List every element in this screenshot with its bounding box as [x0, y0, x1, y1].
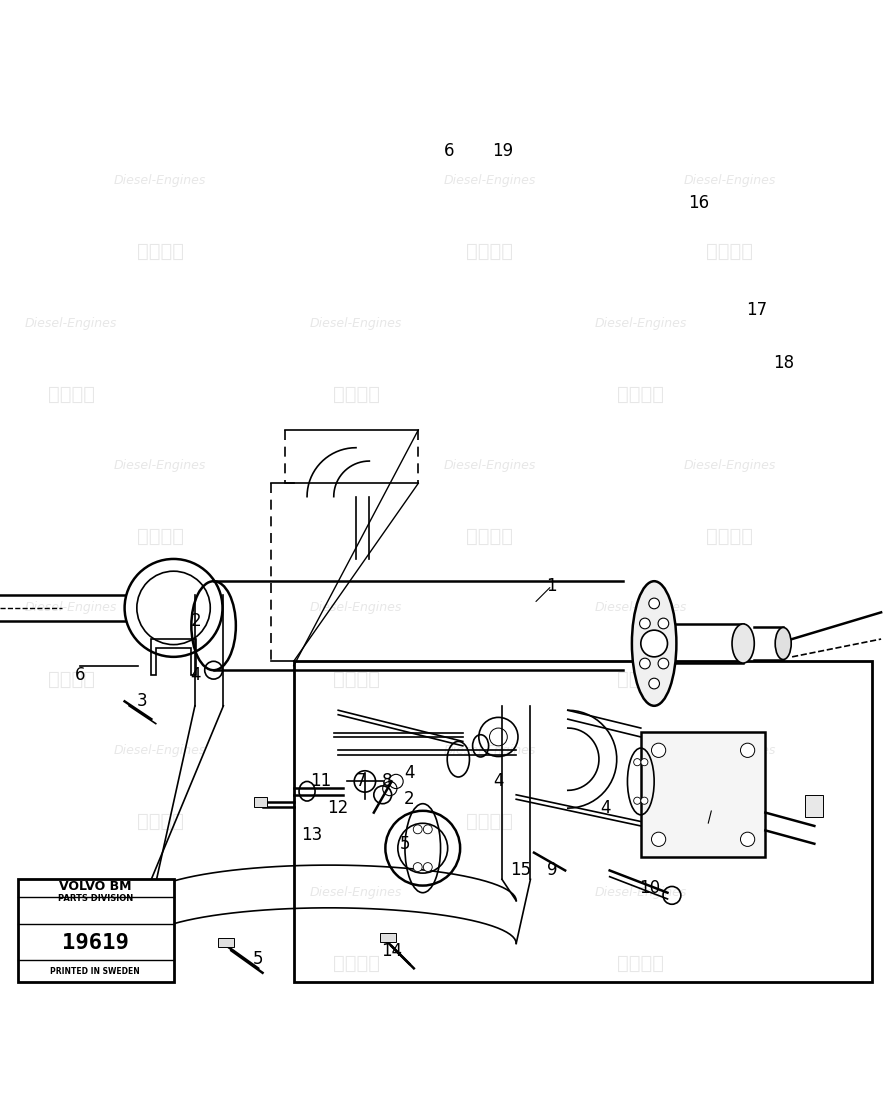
Text: 紫发动力: 紫发动力	[707, 812, 753, 831]
Ellipse shape	[775, 628, 791, 660]
Text: 紫发动力: 紫发动力	[333, 385, 379, 404]
Bar	[254, 796, 267, 807]
Circle shape	[640, 658, 651, 669]
Text: Diesel-Engines: Diesel-Engines	[310, 316, 402, 329]
Text: 紫发动力: 紫发动力	[618, 385, 664, 404]
Text: PRINTED IN SWEDEN: PRINTED IN SWEDEN	[51, 967, 140, 976]
Text: Diesel-Engines: Diesel-Engines	[25, 886, 117, 899]
Text: 5: 5	[400, 835, 410, 853]
Text: 13: 13	[301, 826, 322, 844]
Circle shape	[641, 759, 648, 765]
Circle shape	[740, 743, 755, 757]
Text: Diesel-Engines: Diesel-Engines	[310, 601, 402, 614]
Circle shape	[649, 679, 659, 689]
Text: Diesel-Engines: Diesel-Engines	[443, 744, 536, 756]
Text: Diesel-Engines: Diesel-Engines	[443, 174, 536, 187]
Text: Diesel-Engines: Diesel-Engines	[595, 886, 687, 899]
Circle shape	[640, 618, 651, 629]
Text: 紫发动力: 紫发动力	[707, 243, 753, 262]
Text: 4: 4	[600, 800, 611, 817]
Text: 7: 7	[355, 773, 366, 791]
Text: 8: 8	[382, 773, 392, 791]
Text: VOLVO BM: VOLVO BM	[59, 879, 132, 893]
Text: 紫发动力: 紫发动力	[466, 527, 513, 547]
Text: 紫发动力: 紫发动力	[137, 812, 183, 831]
Circle shape	[651, 743, 666, 757]
Text: Diesel-Engines: Diesel-Engines	[114, 174, 206, 187]
Text: Diesel-Engines: Diesel-Engines	[595, 316, 687, 329]
Text: 紫发动力: 紫发动力	[618, 955, 664, 974]
Text: Diesel-Engines: Diesel-Engines	[25, 316, 117, 329]
Circle shape	[740, 832, 755, 846]
Text: 紫发动力: 紫发动力	[466, 243, 513, 262]
Text: Diesel-Engines: Diesel-Engines	[684, 174, 776, 187]
Text: 16: 16	[688, 194, 709, 212]
Text: 紫发动力: 紫发动力	[707, 527, 753, 547]
Text: 6: 6	[444, 142, 455, 161]
Bar	[218, 938, 234, 947]
Circle shape	[658, 618, 668, 629]
Circle shape	[413, 863, 422, 872]
Circle shape	[649, 598, 659, 609]
Text: Diesel-Engines: Diesel-Engines	[684, 744, 776, 756]
Text: 4: 4	[190, 665, 201, 683]
Text: 紫发动力: 紫发动力	[48, 955, 94, 974]
Bar	[641, 733, 765, 857]
Text: 19619: 19619	[61, 934, 129, 954]
Text: Diesel-Engines: Diesel-Engines	[684, 459, 776, 472]
Text: Diesel-Engines: Diesel-Engines	[114, 459, 206, 472]
Text: 1: 1	[546, 577, 557, 594]
Text: 紫发动力: 紫发动力	[333, 955, 379, 974]
Text: 18: 18	[773, 354, 794, 373]
Text: 11: 11	[310, 773, 331, 791]
Text: 5: 5	[253, 950, 263, 968]
Circle shape	[634, 797, 641, 804]
Text: Diesel-Engines: Diesel-Engines	[114, 744, 206, 756]
Text: 10: 10	[639, 879, 660, 897]
Text: 紫发动力: 紫发动力	[137, 243, 183, 262]
Text: 3: 3	[137, 692, 148, 711]
Text: PARTS DIVISION: PARTS DIVISION	[58, 895, 133, 904]
Bar	[805, 795, 823, 817]
Text: 6: 6	[75, 665, 85, 683]
Circle shape	[413, 825, 422, 834]
Text: 2: 2	[190, 612, 201, 630]
Text: 2: 2	[404, 791, 415, 808]
Text: 9: 9	[546, 862, 557, 879]
Text: 4: 4	[493, 773, 504, 791]
Circle shape	[651, 832, 666, 846]
Circle shape	[641, 630, 668, 657]
Text: 紫发动力: 紫发动力	[618, 670, 664, 689]
Text: 15: 15	[510, 862, 531, 879]
Text: 17: 17	[746, 301, 767, 318]
Text: Diesel-Engines: Diesel-Engines	[25, 601, 117, 614]
Circle shape	[424, 825, 433, 834]
Circle shape	[634, 759, 641, 765]
Ellipse shape	[632, 581, 676, 705]
Text: 紫发动力: 紫发动力	[137, 527, 183, 547]
Bar	[294, 661, 872, 981]
Text: 14: 14	[381, 942, 402, 959]
Text: Diesel-Engines: Diesel-Engines	[443, 459, 536, 472]
Circle shape	[424, 863, 433, 872]
Text: 12: 12	[328, 800, 349, 817]
Text: Diesel-Engines: Diesel-Engines	[310, 886, 402, 899]
Text: Diesel-Engines: Diesel-Engines	[595, 601, 687, 614]
Text: 紫发动力: 紫发动力	[466, 812, 513, 831]
Bar	[380, 933, 396, 942]
Text: 19: 19	[492, 142, 514, 161]
Text: 紫发动力: 紫发动力	[48, 670, 94, 689]
Bar	[18, 879, 174, 981]
Circle shape	[641, 797, 648, 804]
Ellipse shape	[732, 624, 754, 663]
Text: 4: 4	[404, 764, 415, 782]
Circle shape	[658, 658, 668, 669]
Text: 紫发动力: 紫发动力	[333, 670, 379, 689]
Text: 紫发动力: 紫发动力	[48, 385, 94, 404]
